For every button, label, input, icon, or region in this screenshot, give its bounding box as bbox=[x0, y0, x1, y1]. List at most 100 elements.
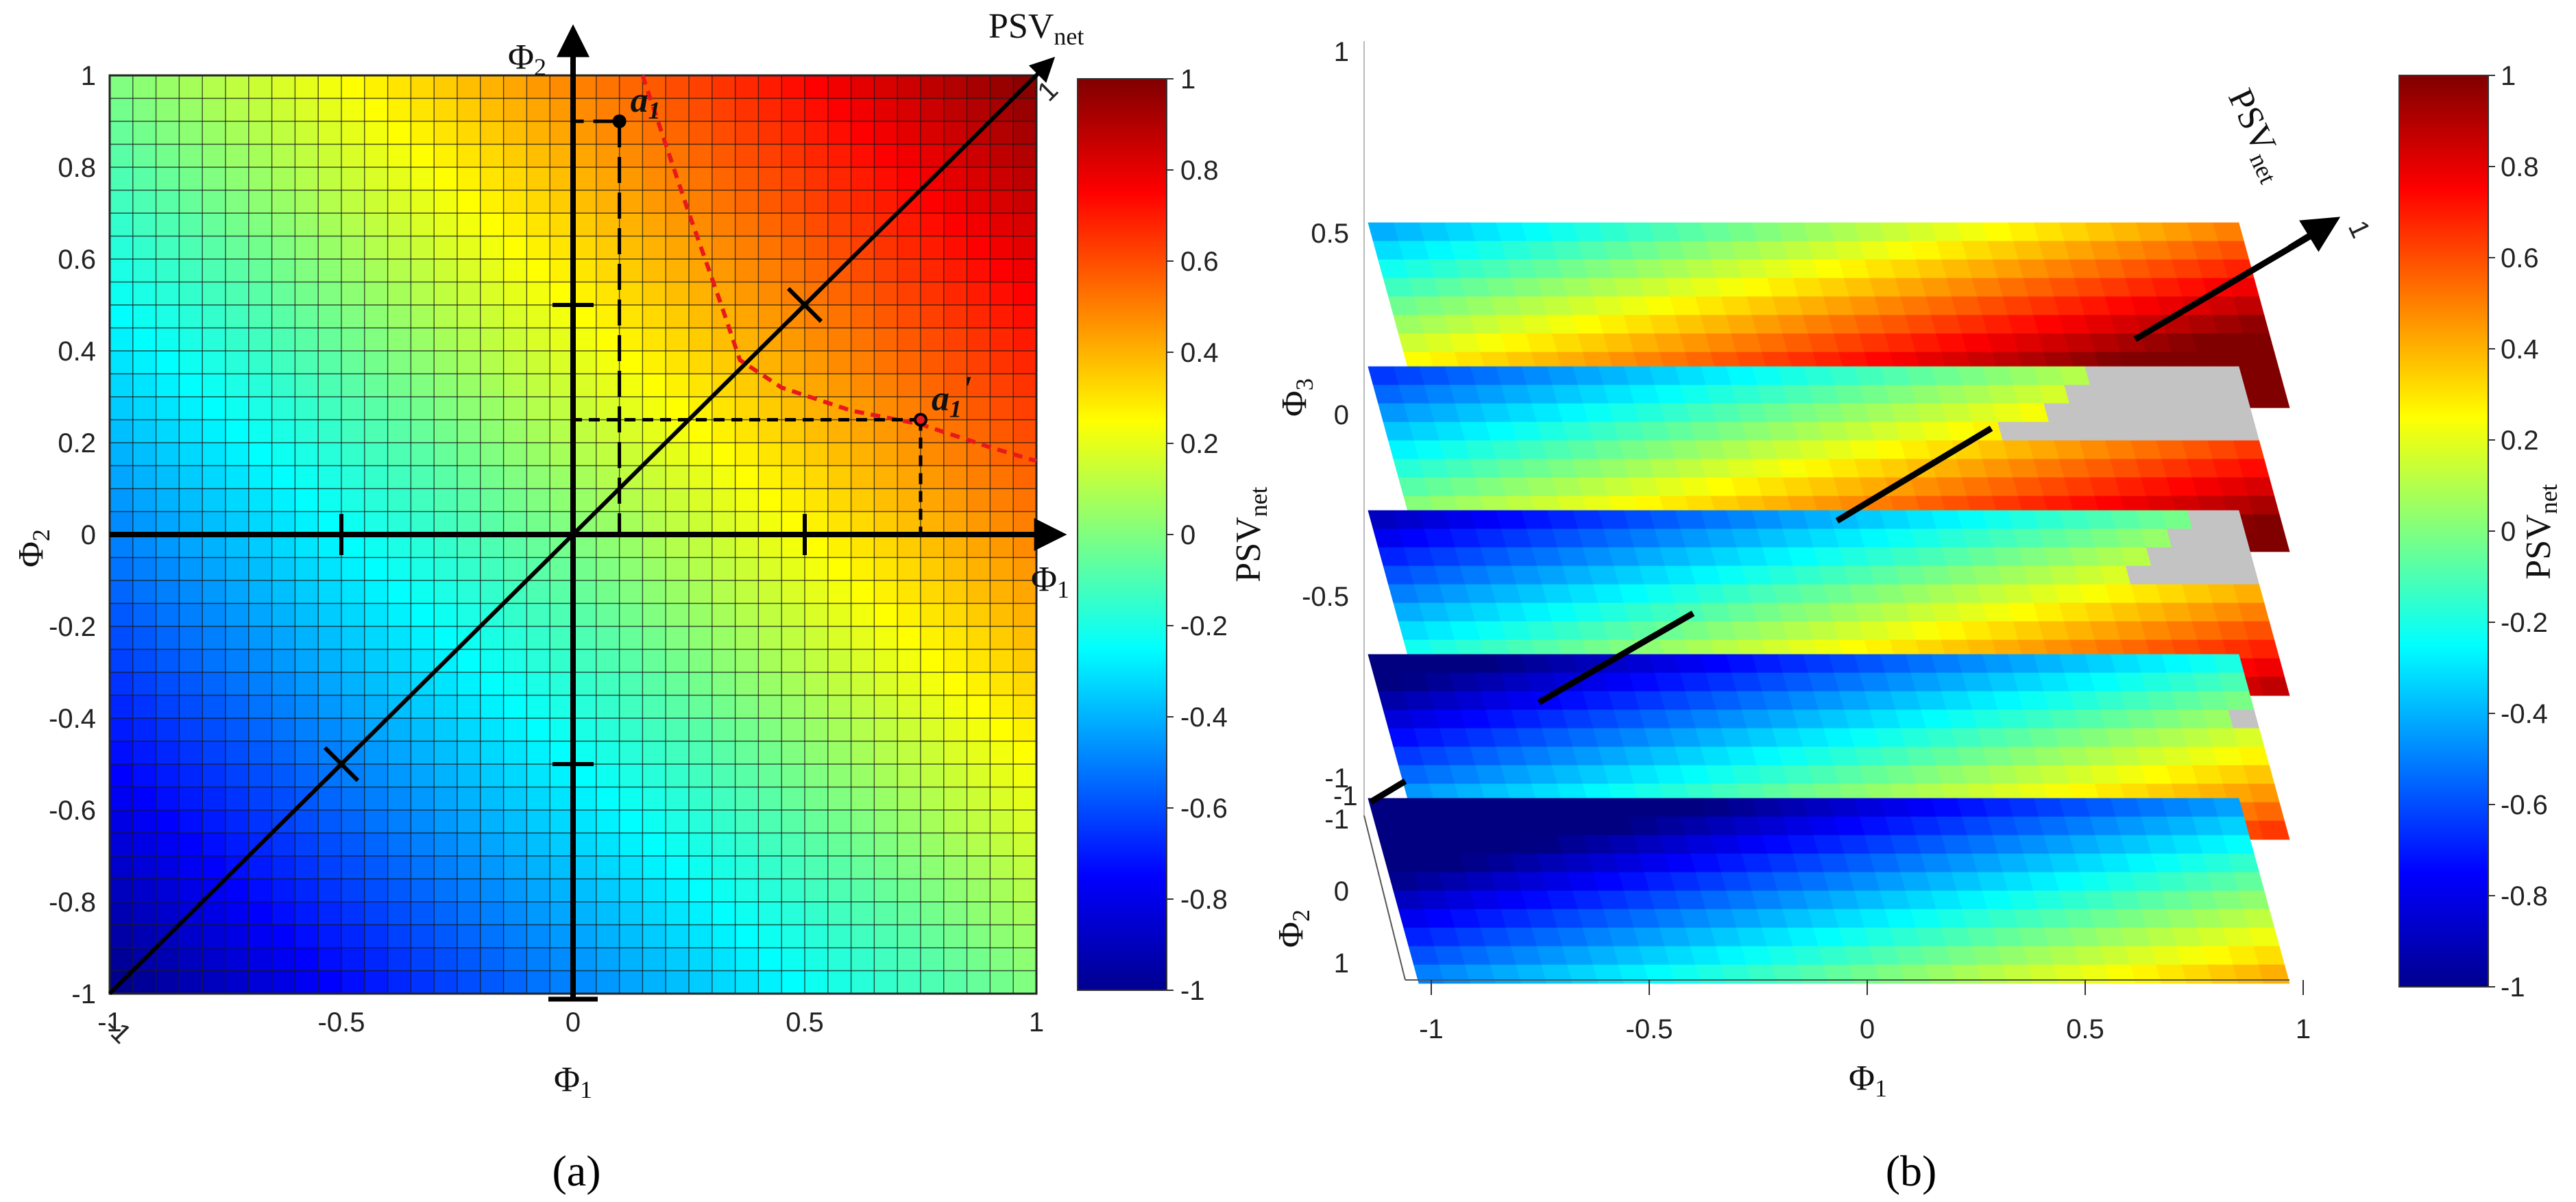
slice-cell bbox=[1378, 403, 1410, 423]
slice-cell bbox=[1613, 565, 1645, 585]
heat-cell bbox=[596, 810, 620, 834]
heat-cell bbox=[573, 465, 597, 489]
slice-cell bbox=[1921, 565, 1952, 585]
slice-cell bbox=[2202, 853, 2234, 873]
heat-cell bbox=[851, 144, 875, 168]
slice-cell bbox=[2100, 946, 2132, 966]
heat-cell bbox=[874, 511, 898, 535]
slice-cell bbox=[1777, 654, 1809, 674]
heat-cell bbox=[526, 75, 550, 99]
slice-cell bbox=[1654, 816, 1686, 836]
heat-cell bbox=[573, 213, 597, 237]
heat-cell bbox=[967, 626, 991, 650]
slice-cell bbox=[2207, 584, 2239, 604]
slice-cell bbox=[2217, 384, 2250, 404]
slice-cell bbox=[1521, 654, 1553, 674]
heat-cell bbox=[341, 259, 365, 283]
heat-cell bbox=[642, 557, 666, 581]
heat-cell bbox=[642, 351, 666, 375]
heat-cell bbox=[411, 121, 435, 145]
heat-cell bbox=[457, 121, 481, 145]
slice-cell bbox=[1675, 222, 1707, 242]
slice-cell bbox=[1531, 927, 1563, 947]
heat-cell bbox=[387, 489, 411, 513]
heat-cell bbox=[642, 948, 666, 972]
heat-cell bbox=[596, 626, 620, 650]
heat-cell bbox=[874, 167, 898, 191]
slice-cell bbox=[1649, 366, 1681, 386]
slice-cell bbox=[1459, 421, 1492, 441]
heat-cell bbox=[202, 121, 226, 145]
heat-cell bbox=[318, 98, 342, 122]
slice-cell bbox=[1679, 765, 1712, 785]
slice-cell bbox=[2013, 621, 2045, 641]
heat-cell bbox=[550, 397, 574, 421]
slice-cell bbox=[1982, 510, 2014, 530]
heat-cell bbox=[689, 489, 713, 513]
heat-cell bbox=[179, 213, 203, 237]
heat-cell bbox=[990, 397, 1014, 421]
slice-cell bbox=[1838, 547, 1871, 567]
heat-cell bbox=[364, 75, 389, 99]
colorbar-tick-label: 0.4 bbox=[1180, 338, 1219, 368]
heat-cell bbox=[226, 75, 250, 99]
point-label: a1' bbox=[932, 370, 971, 423]
slice-cell bbox=[1716, 278, 1748, 297]
slice-cell bbox=[1782, 477, 1814, 497]
heatmap-cells bbox=[110, 75, 1037, 994]
heat-cell bbox=[689, 902, 713, 926]
slice-cell bbox=[2058, 366, 2091, 386]
heat-cell bbox=[132, 305, 157, 329]
heat-cell bbox=[248, 489, 273, 513]
heat-cell bbox=[619, 603, 643, 627]
heat-cell bbox=[827, 924, 852, 948]
heat-cell bbox=[619, 718, 643, 742]
slice-cell bbox=[2228, 565, 2260, 585]
heat-cell bbox=[457, 924, 481, 948]
slice-cell bbox=[1731, 765, 1763, 785]
slice-cell bbox=[1551, 909, 1583, 929]
heat-cell bbox=[271, 535, 295, 559]
slice-cell bbox=[1726, 602, 1758, 622]
z-tick-label: 1 bbox=[1334, 37, 1349, 67]
slice-cell bbox=[1675, 890, 1707, 910]
slice-cell bbox=[1685, 835, 1717, 855]
heat-cell bbox=[943, 787, 968, 811]
slice-cell bbox=[1546, 890, 1579, 910]
slice-cell bbox=[1986, 477, 2019, 497]
heat-cell bbox=[758, 764, 782, 788]
slice-cell bbox=[1475, 528, 1507, 548]
heat-cell bbox=[503, 282, 527, 306]
heat-cell bbox=[434, 580, 458, 604]
heat-cell bbox=[596, 787, 620, 811]
heat-cell bbox=[295, 764, 319, 788]
heat-cell bbox=[596, 397, 620, 421]
heat-cell bbox=[781, 856, 805, 880]
slice-cell bbox=[1741, 565, 1773, 585]
heat-cell bbox=[943, 236, 968, 260]
heat-cell bbox=[480, 236, 505, 260]
heat-cell bbox=[805, 626, 829, 650]
slice-cell bbox=[1474, 621, 1507, 641]
heat-cell bbox=[967, 397, 991, 421]
heat-cell bbox=[781, 787, 805, 811]
heat-cell bbox=[411, 902, 435, 926]
point-label-main: a bbox=[631, 81, 648, 120]
slice-cell bbox=[1766, 946, 1799, 966]
heat-cell bbox=[271, 351, 295, 375]
heat-cell bbox=[480, 213, 505, 237]
heat-cell bbox=[1013, 397, 1037, 421]
slice-cell bbox=[2197, 927, 2229, 947]
slice-cell bbox=[1695, 440, 1727, 460]
heat-cell bbox=[110, 626, 134, 650]
heat-cell bbox=[943, 695, 968, 719]
slice-cell bbox=[1931, 654, 1963, 674]
slice-cell bbox=[1700, 458, 1732, 478]
slice-cell bbox=[1496, 366, 1528, 386]
heat-cell bbox=[434, 373, 458, 397]
slice-cell bbox=[1526, 477, 1558, 497]
heat-cell bbox=[318, 351, 342, 375]
heat-cell bbox=[526, 397, 550, 421]
slice-cell bbox=[1956, 222, 1989, 242]
heat-cell bbox=[596, 75, 620, 99]
